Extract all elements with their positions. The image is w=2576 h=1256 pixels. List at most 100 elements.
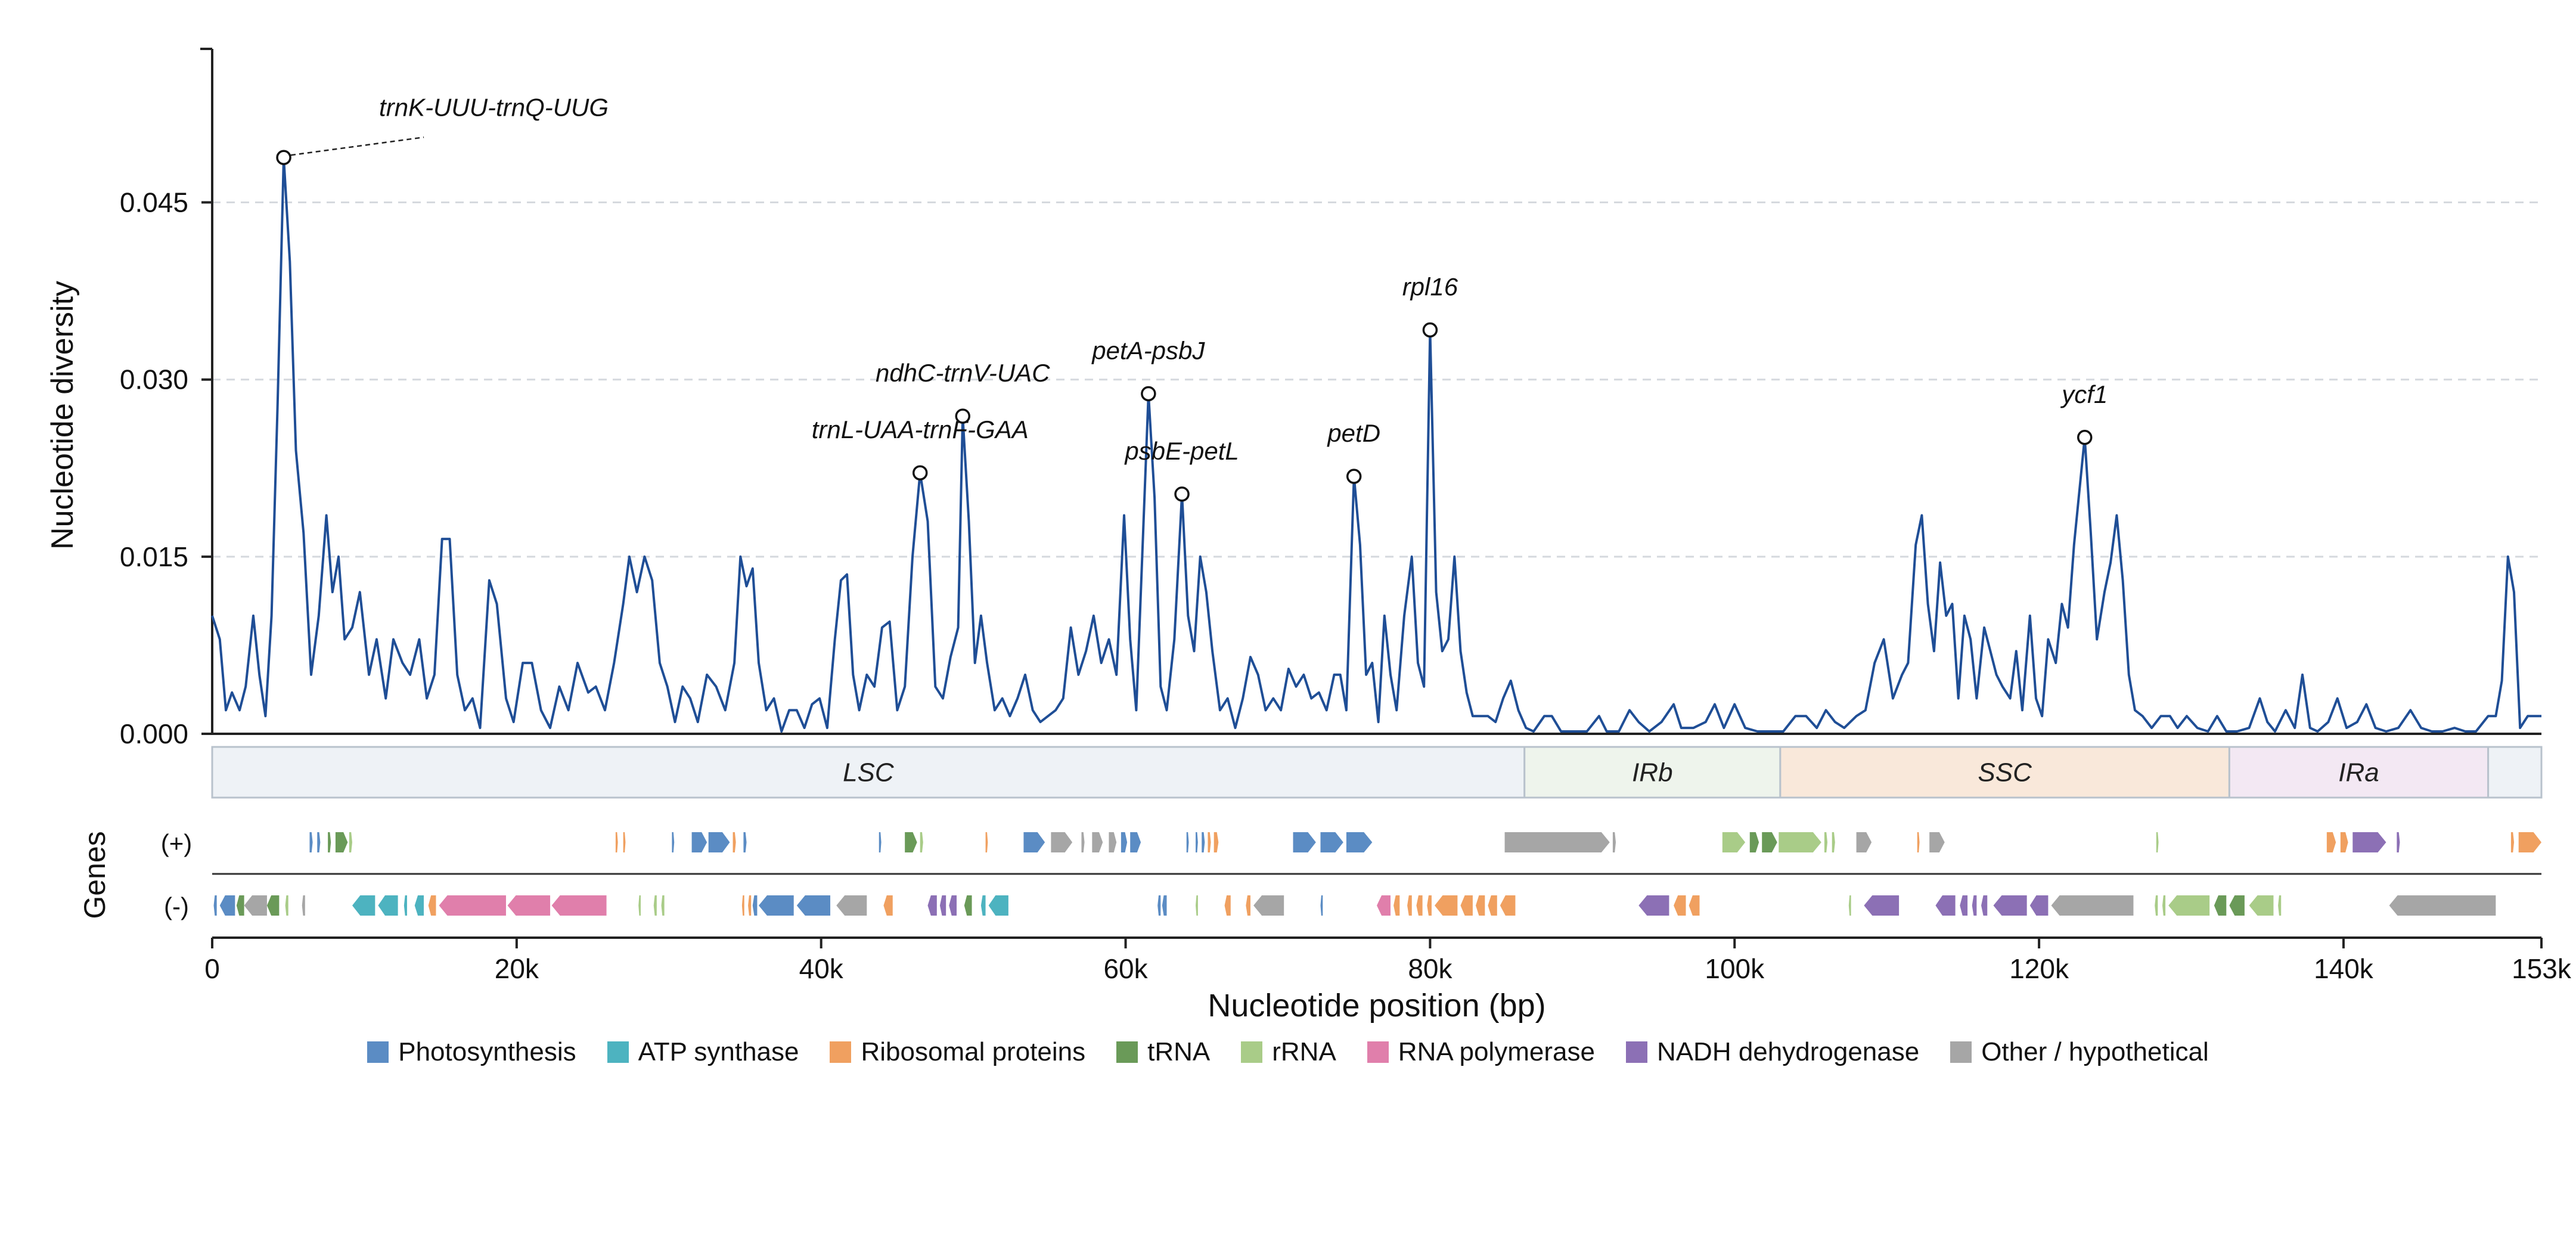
gene-minus-strand: [1246, 895, 1250, 916]
gene-plus-strand: [1722, 832, 1746, 852]
gene-minus-strand: [236, 895, 244, 916]
gene-minus-strand: [741, 895, 744, 916]
legend-label: Ribosomal proteins: [861, 1037, 1086, 1066]
gene-minus-strand: [2278, 895, 2282, 916]
gene-minus-strand: [1674, 895, 1686, 916]
gene-minus-strand: [758, 895, 794, 916]
gene-plus-strand: [1081, 832, 1085, 852]
legend-item: RNA polymerase: [1367, 1037, 1595, 1067]
gene-minus-strand: [1162, 895, 1167, 916]
gene-plus-strand: [1130, 832, 1141, 852]
gene-minus-strand: [404, 895, 407, 916]
gene-minus-strand: [414, 895, 424, 916]
gene-plus-strand: [1929, 832, 1945, 852]
gene-minus-strand: [2229, 895, 2245, 916]
gene-plus-strand: [1749, 832, 1759, 852]
hotspot-label: petA-psbJ: [1091, 336, 1205, 364]
hotspot-label: ndhC-trnV-UAC: [876, 359, 1050, 387]
gene-minus-strand: [796, 895, 831, 916]
gene-minus-strand: [1848, 895, 1851, 916]
gene-plus-strand: [2397, 832, 2400, 852]
gene-plus-strand: [1109, 832, 1117, 852]
y-tick-label: 0.030: [120, 364, 188, 395]
legend-swatch: [1625, 1041, 1647, 1063]
gene-minus-strand: [1224, 895, 1231, 916]
y-tick-label: 0.015: [120, 541, 188, 572]
gene-minus-strand: [551, 895, 607, 916]
gene-minus-strand: [939, 895, 946, 916]
region-block: [2228, 746, 2490, 799]
gene-minus-strand: [213, 895, 217, 916]
gene-plus-strand: [615, 832, 618, 852]
gene-plus-strand: [743, 832, 747, 852]
gene-plus-strand: [1779, 832, 1821, 852]
gene-minus-strand: [1407, 895, 1412, 916]
gene-plus-strand: [691, 832, 707, 852]
gene-minus-strand: [1476, 895, 1485, 916]
gene-minus-strand: [1393, 895, 1400, 916]
legend-swatch: [1116, 1041, 1138, 1063]
hotspot-marker: [1141, 386, 1156, 402]
gene-minus-strand: [980, 895, 986, 916]
y-tick-label: 0.000: [120, 718, 188, 749]
genes-track-label: Genes: [78, 831, 111, 919]
gene-minus-strand: [1196, 895, 1198, 916]
legend-item: NADH dehydrogenase: [1625, 1037, 1919, 1067]
gene-minus-strand: [1320, 895, 1323, 916]
hotspot-marker: [1422, 322, 1438, 338]
hotspot-label: rpl16: [1402, 272, 1458, 300]
gene-plus-strand: [733, 832, 736, 852]
gene-plus-strand: [2156, 832, 2159, 852]
x-tick-label: 60k: [1103, 953, 1148, 984]
x-tick-label: 0: [204, 953, 220, 984]
gene-plus-strand: [2352, 832, 2386, 852]
diversity-series-line: [211, 156, 2541, 733]
gene-plus-strand: [1612, 832, 1616, 852]
gene-plus-strand: [1186, 832, 1189, 852]
legend-item: ATP synthase: [607, 1037, 799, 1067]
gene-plus-strand: [672, 832, 675, 852]
region-block: [211, 746, 1526, 799]
gene-minus-strand: [219, 895, 235, 916]
gene-minus-strand: [2214, 895, 2227, 916]
gene-plus-strand: [2326, 832, 2336, 852]
legend-item: rRNA: [1241, 1037, 1336, 1067]
gene-minus-strand: [378, 895, 398, 916]
legend-swatch: [607, 1041, 629, 1063]
region-label: LSC: [843, 758, 895, 787]
gene-minus-strand: [1435, 895, 1458, 916]
strand-plus-label: (+): [161, 829, 193, 857]
gene-plus-strand: [1824, 832, 1828, 852]
gene-minus-strand: [1416, 895, 1423, 916]
legend-swatch: [1367, 1041, 1389, 1063]
region-label: IRb: [1632, 758, 1672, 787]
gene-plus-strand: [328, 832, 331, 852]
region-block: [2487, 746, 2543, 799]
hotspot-marker: [1346, 469, 1362, 484]
gene-minus-strand: [507, 895, 551, 916]
gene-minus-strand: [2162, 895, 2166, 916]
gene-minus-strand: [1377, 895, 1391, 916]
hotspot-label: ycf1: [2060, 380, 2108, 408]
gene-minus-strand: [964, 895, 972, 916]
region-label: IRa: [2338, 758, 2379, 787]
gene-minus-strand: [1427, 895, 1432, 916]
gene-plus-strand: [335, 832, 348, 852]
legend-swatch: [1241, 1041, 1263, 1063]
gene-minus-strand: [428, 895, 436, 916]
gene-minus-strand: [949, 895, 957, 916]
gene-minus-strand: [748, 895, 752, 916]
gene-minus-strand: [2155, 895, 2158, 916]
gene-minus-strand: [836, 895, 867, 916]
x-tick-label: 153k: [2512, 953, 2572, 984]
gene-minus-strand: [2051, 895, 2134, 916]
x-tick-label: 120k: [2009, 953, 2069, 984]
legend-swatch: [830, 1041, 852, 1063]
hotspot-label: psbE-petL: [1123, 437, 1239, 465]
legend-item: Photosynthesis: [367, 1037, 576, 1067]
gene-minus-strand: [1972, 895, 1977, 916]
hotspot-marker: [955, 408, 970, 424]
gene-minus-strand: [1864, 895, 1900, 916]
